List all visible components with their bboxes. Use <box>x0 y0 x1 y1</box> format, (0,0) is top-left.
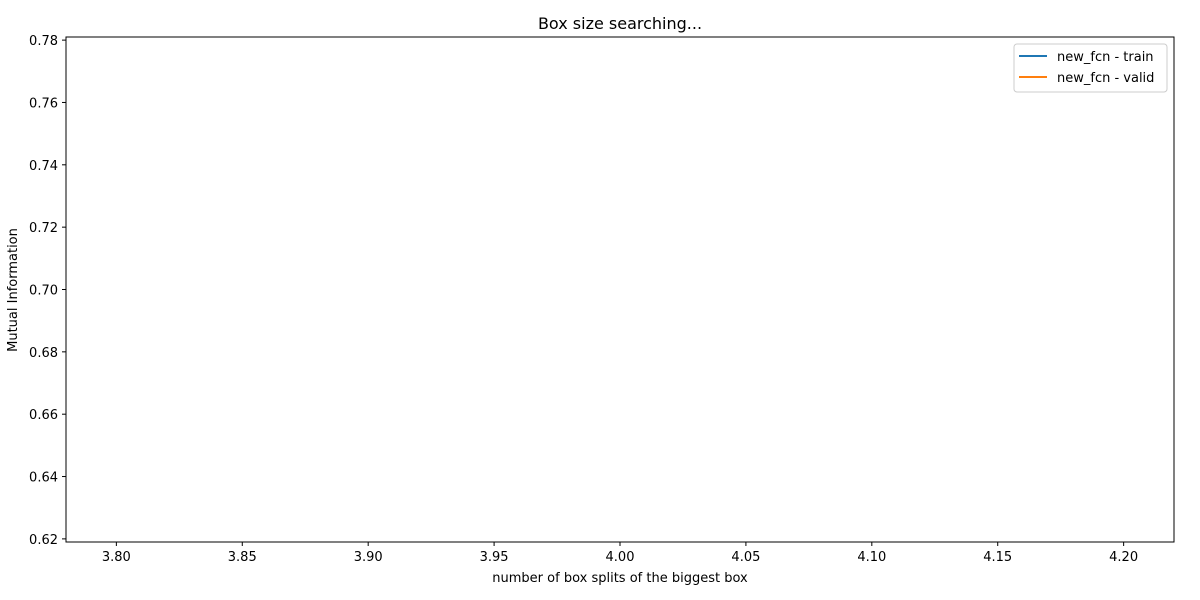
x-tick-label: 3.80 <box>102 550 131 565</box>
legend-label-train: new_fcn - train <box>1057 50 1154 65</box>
y-tick-label: 0.74 <box>29 159 58 174</box>
plot-area-frame <box>65 36 1175 543</box>
x-tick-label: 3.95 <box>480 550 509 565</box>
x-axis-title: number of box splits of the biggest box <box>492 571 748 586</box>
y-axis-ticks: 0.62 0.64 0.66 0.68 0.70 0.72 0.74 0.76 0.78 <box>29 34 66 548</box>
legend-box <box>1013 43 1168 93</box>
y-tick-label: 0.76 <box>29 96 58 111</box>
x-tick-label: 4.10 <box>857 550 886 565</box>
y-tick-label: 0.66 <box>29 408 58 423</box>
x-axis-ticks: 3.80 3.85 3.90 3.95 4.00 4.05 4.10 4.15 4.20 <box>102 542 1138 565</box>
x-tick-label: 3.90 <box>354 550 383 565</box>
x-tick-label: 4.20 <box>1109 550 1138 565</box>
y-tick-label: 0.64 <box>29 471 58 486</box>
x-tick-label: 4.05 <box>731 550 760 565</box>
legend-label-valid: new_fcn - valid <box>1057 71 1154 86</box>
y-tick-label: 0.72 <box>29 221 58 236</box>
y-tick-label: 0.68 <box>29 346 58 361</box>
x-tick-label: 4.00 <box>606 550 635 565</box>
y-tick-label: 0.78 <box>29 34 58 49</box>
y-axis-title: Mutual Information <box>6 228 21 352</box>
x-tick-label: 4.15 <box>983 550 1012 565</box>
legend: new_fcn - train new_fcn - valid <box>1013 43 1168 93</box>
y-tick-label: 0.62 <box>29 533 58 548</box>
x-tick-label: 3.85 <box>228 550 257 565</box>
y-tick-label: 0.70 <box>29 284 58 299</box>
chart-title: Box size searching... <box>538 14 702 33</box>
